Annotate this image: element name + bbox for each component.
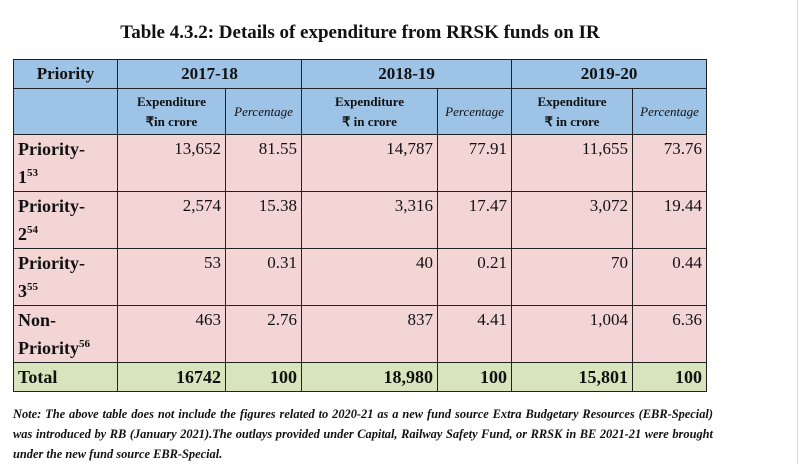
row-label-line1: Priority- (18, 196, 85, 216)
percentage-subheader: Percentage (224, 88, 303, 135)
unit-label: ₹ in crore (342, 113, 397, 129)
cell-expenditure: 40 (301, 248, 439, 306)
table-title: Table 4.3.2: Details of expenditure from… (120, 22, 600, 43)
total-expenditure: 16742 (117, 362, 226, 392)
row-label-line1: Priority- (18, 139, 85, 159)
total-label: Total (13, 362, 118, 392)
priority-header: Priority (13, 59, 118, 89)
total-expenditure: 18,980 (301, 362, 439, 392)
row-label-line2: Priority (18, 338, 79, 358)
expenditure-label: Expenditure (537, 93, 607, 109)
expenditure-label: Expenditure (334, 93, 405, 109)
table-note: Note: The above table does not include t… (13, 407, 713, 461)
cell-percentage: 2.76 (224, 305, 303, 363)
subheader-blank (13, 88, 118, 135)
total-row: Total 16742 100 18,980 100 15,801 100 (13, 362, 708, 392)
unit-label: ₹in crore (145, 113, 198, 129)
cell-expenditure: 1,004 (511, 305, 634, 363)
cell-expenditure: 463 (117, 305, 226, 363)
table-row: Priority- 355 53 0.31 40 0.21 70 0.44 (13, 248, 708, 306)
cell-percentage: 6.36 (632, 305, 708, 363)
total-expenditure: 15,801 (511, 362, 634, 392)
expenditure-subheader: Expenditure ₹ in crore (511, 88, 634, 135)
cell-percentage: 4.41 (437, 305, 513, 363)
total-percentage: 100 (437, 362, 513, 392)
unit-label: ₹ in crore (544, 113, 600, 129)
row-label-line2: 2 (18, 224, 27, 244)
table-row: Priority- 254 2,574 15.38 3,316 17.47 3,0… (13, 191, 708, 249)
footnote-ref: 55 (27, 281, 38, 293)
expenditure-subheader: Expenditure ₹in crore (117, 88, 226, 135)
row-label: Non- Priority56 (13, 305, 118, 363)
percentage-subheader: Percentage (437, 88, 513, 135)
cell-expenditure: 837 (301, 305, 439, 363)
footnote-ref: 54 (27, 224, 38, 236)
table-row: Non- Priority56 463 2.76 837 4.41 1,004 6… (13, 305, 708, 363)
cell-percentage: 0.44 (632, 248, 708, 306)
cell-expenditure: 3,072 (511, 191, 634, 249)
cell-percentage: 81.55 (224, 134, 303, 192)
row-label-line2: 1 (18, 167, 27, 187)
row-label-line1: Priority- (18, 253, 85, 273)
subheader-row: Expenditure ₹in crore Percentage Expendit… (13, 88, 708, 135)
page-edge-rule (797, 0, 798, 464)
expenditure-table: Priority 2017-18 2018-19 2019-20 Expendi… (13, 59, 708, 392)
cell-percentage: 17.47 (437, 191, 513, 249)
year-header-2018-19: 2018-19 (301, 59, 513, 89)
cell-expenditure: 14,787 (301, 134, 439, 192)
expenditure-subheader: Expenditure ₹ in crore (301, 88, 439, 135)
cell-expenditure: 3,316 (301, 191, 439, 249)
total-percentage: 100 (632, 362, 708, 392)
row-label: Priority- 355 (13, 248, 118, 306)
cell-expenditure: 70 (511, 248, 634, 306)
cell-percentage: 15.38 (224, 191, 303, 249)
table-row: Priority- 153 13,652 81.55 14,787 77.91 1… (13, 134, 708, 192)
cell-percentage: 19.44 (632, 191, 708, 249)
year-header-2017-18: 2017-18 (116, 59, 303, 89)
footnote-ref: 56 (78, 338, 90, 350)
cell-percentage: 77.91 (437, 134, 513, 192)
expenditure-label: Expenditure (136, 93, 207, 109)
cell-expenditure: 2,574 (117, 191, 226, 249)
cell-percentage: 0.21 (437, 248, 513, 306)
header-row: Priority 2017-18 2018-19 2019-20 (13, 59, 708, 89)
row-label: Priority- 153 (13, 134, 118, 192)
row-label: Priority- 254 (13, 191, 118, 249)
footnote-ref: 53 (27, 167, 38, 179)
year-header-2019-20: 2019-20 (511, 59, 708, 89)
total-percentage: 100 (224, 362, 303, 392)
cell-percentage: 0.31 (224, 248, 303, 306)
cell-expenditure: 53 (117, 248, 226, 306)
row-label-line1: Non- (18, 310, 57, 330)
percentage-subheader: Percentage (632, 88, 708, 135)
cell-expenditure: 13,652 (117, 134, 226, 192)
cell-percentage: 73.76 (632, 134, 708, 192)
cell-expenditure: 11,655 (511, 134, 634, 192)
row-label-line2: 3 (18, 281, 27, 301)
